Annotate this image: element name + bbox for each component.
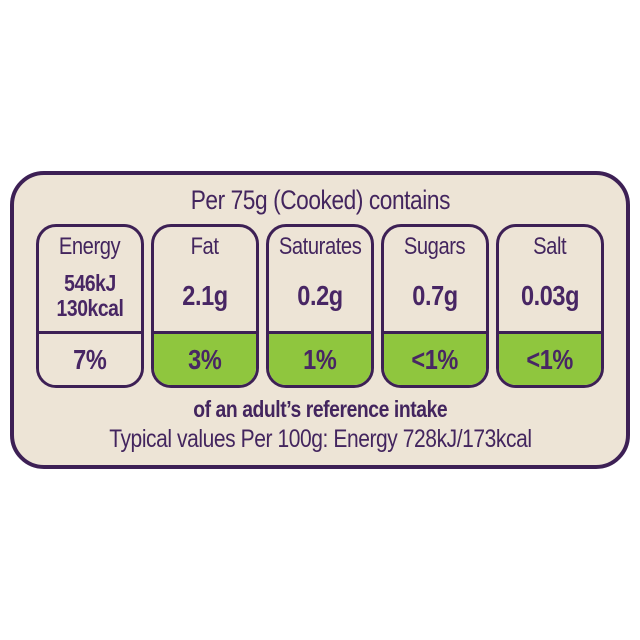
nutrient-percent-salt: <1% bbox=[499, 331, 601, 385]
sugars-value: 0.7g bbox=[412, 280, 458, 311]
energy-kcal-value: 130kcal bbox=[56, 295, 124, 321]
nutrient-name-sugars: Sugars bbox=[384, 233, 486, 261]
nutrient-name-fat-text: Fat bbox=[191, 233, 219, 260]
nutrient-value-energy: 546kJ 130kcal bbox=[39, 261, 141, 331]
nutrient-cell-energy: Energy 546kJ 130kcal 7% bbox=[36, 224, 144, 388]
typical-values-note-text: Typical values Per 100g: Energy 728kJ/17… bbox=[108, 425, 532, 453]
nutrient-value-sugars: 0.7g bbox=[384, 261, 486, 331]
fat-value: 2.1g bbox=[182, 280, 228, 311]
nutrient-name-fat: Fat bbox=[154, 233, 256, 261]
nutrition-label-panel: Per 75g (Cooked) contains Energy 546kJ 1… bbox=[10, 171, 630, 469]
nutrient-cell-fat-top: Fat 2.1g bbox=[154, 227, 256, 331]
nutrient-cell-saturates-top: Saturates 0.2g bbox=[269, 227, 371, 331]
nutrient-cell-salt: Salt 0.03g <1% bbox=[496, 224, 604, 388]
serving-header-text: Per 75g (Cooked) contains bbox=[190, 185, 450, 215]
nutrient-percent-sugars: <1% bbox=[384, 331, 486, 385]
nutrient-cell-sugars-top: Sugars 0.7g bbox=[384, 227, 486, 331]
nutrient-name-saturates-text: Saturates bbox=[278, 233, 362, 260]
nutrient-cell-energy-top: Energy 546kJ 130kcal bbox=[39, 227, 141, 331]
nutrient-percent-energy: 7% bbox=[39, 331, 141, 385]
salt-value: 0.03g bbox=[520, 280, 580, 311]
nutrient-cell-sugars: Sugars 0.7g <1% bbox=[381, 224, 489, 388]
nutrient-name-energy-text: Energy bbox=[59, 233, 121, 260]
nutrient-cell-saturates: Saturates 0.2g 1% bbox=[266, 224, 374, 388]
saturates-value: 0.2g bbox=[297, 280, 343, 311]
nutrient-percent-saturates: 1% bbox=[269, 331, 371, 385]
nutrient-percent-fat-text: 3% bbox=[188, 343, 222, 375]
serving-header: Per 75g (Cooked) contains bbox=[14, 184, 626, 216]
reference-intake-note-text: of an adult’s reference intake bbox=[192, 396, 448, 422]
nutrient-percent-fat: 3% bbox=[154, 331, 256, 385]
nutrient-name-salt-text: Salt bbox=[533, 233, 567, 260]
nutrient-value-saturates: 0.2g bbox=[269, 261, 371, 331]
nutrient-percent-sugars-text: <1% bbox=[411, 343, 459, 375]
typical-values-note: Typical values Per 100g: Energy 728kJ/17… bbox=[14, 425, 626, 454]
nutrient-percent-energy-text: 7% bbox=[73, 343, 107, 375]
nutrient-percent-salt-text: <1% bbox=[526, 343, 574, 375]
nutrient-name-sugars-text: Sugars bbox=[404, 233, 466, 260]
nutrient-name-energy: Energy bbox=[39, 233, 141, 261]
nutrient-value-fat: 2.1g bbox=[154, 261, 256, 331]
nutrient-name-saturates: Saturates bbox=[269, 233, 371, 261]
nutrient-cell-fat: Fat 2.1g 3% bbox=[151, 224, 259, 388]
nutrient-cell-salt-top: Salt 0.03g bbox=[499, 227, 601, 331]
nutrient-columns: Energy 546kJ 130kcal 7% Fat bbox=[36, 224, 604, 388]
nutrient-value-salt: 0.03g bbox=[499, 261, 601, 331]
energy-kj-value: 546kJ bbox=[64, 270, 116, 296]
nutrient-name-salt: Salt bbox=[499, 233, 601, 261]
reference-intake-note: of an adult’s reference intake bbox=[14, 396, 626, 423]
nutrient-percent-saturates-text: 1% bbox=[303, 343, 337, 375]
